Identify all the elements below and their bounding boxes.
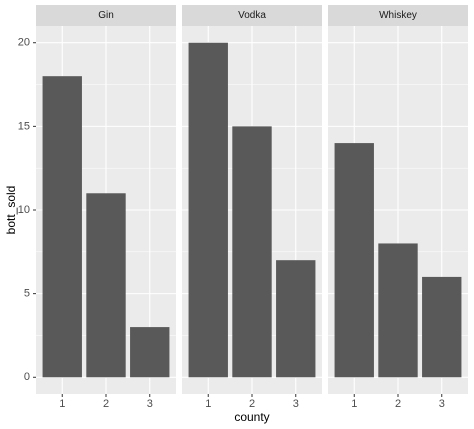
bar: [334, 143, 374, 378]
x-tick-label: 2: [249, 398, 255, 410]
x-tick-label: 2: [395, 398, 401, 410]
x-tick-label: 3: [293, 398, 299, 410]
bar: [276, 260, 316, 378]
strip: [328, 5, 468, 26]
x-tick-label: 1: [351, 398, 357, 410]
bar: [422, 276, 462, 378]
facet-title: Vodka: [238, 10, 266, 21]
strip: [36, 5, 176, 26]
x-tick-label: 1: [59, 398, 65, 410]
x-tick-label: 2: [103, 398, 109, 410]
bar: [130, 327, 170, 378]
x-tick-label: 3: [147, 398, 153, 410]
y-tick-label: 10: [18, 204, 30, 216]
facet-title: Gin: [98, 10, 114, 21]
y-tick-label: 20: [18, 37, 30, 49]
y-axis-title: bott_sold: [4, 186, 18, 235]
y-tick-label: 0: [24, 371, 30, 383]
strip: [182, 5, 322, 26]
bar: [188, 42, 228, 378]
bar: [86, 193, 126, 378]
y-tick-label: 15: [18, 120, 30, 132]
bar: [378, 243, 418, 378]
x-axis-title: county: [234, 410, 269, 424]
bar: [42, 76, 82, 378]
x-tick-label: 1: [205, 398, 211, 410]
y-tick-label: 5: [24, 288, 30, 300]
facet-title: Whiskey: [379, 10, 417, 21]
bar: [232, 126, 272, 378]
x-tick-label: 3: [439, 398, 445, 410]
